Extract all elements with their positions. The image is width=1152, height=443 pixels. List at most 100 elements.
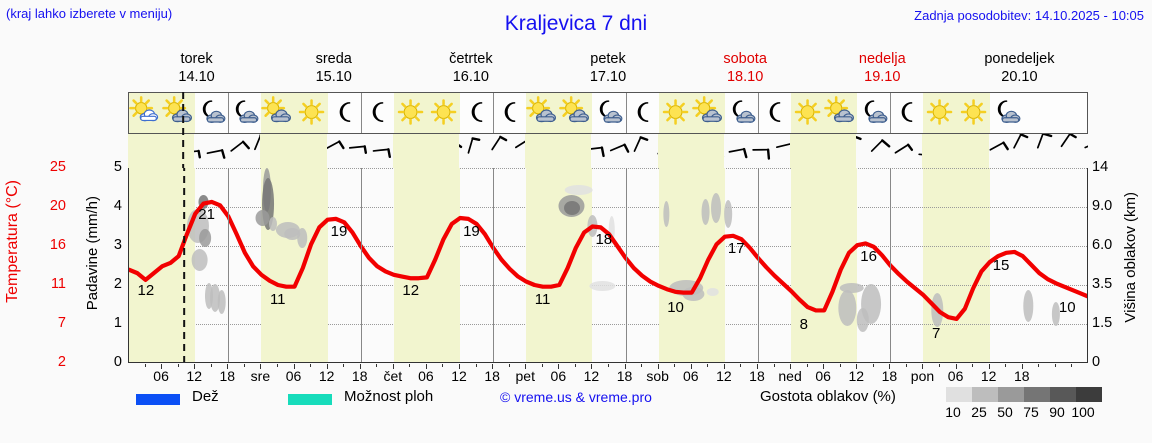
cloud-density-ramp-step-5 xyxy=(1076,387,1102,402)
temperature-value-label: 10 xyxy=(667,299,684,317)
day-name: ponedeljek xyxy=(984,51,1055,67)
day-date: 17.10 xyxy=(589,69,627,85)
cloud-blob xyxy=(1023,290,1034,322)
x-tick-minor xyxy=(326,364,328,367)
sun-cloud-icon xyxy=(559,93,592,133)
x-tick-minor xyxy=(624,364,626,367)
day-name: nedelja xyxy=(858,51,906,67)
wind-barb xyxy=(348,145,368,154)
sun-cloud-icon xyxy=(526,93,559,133)
x-tick-minor xyxy=(227,364,229,367)
wind-barb xyxy=(372,148,391,158)
axes-cloud_height_ticks-2: 6.0 xyxy=(1092,237,1113,253)
gridline xyxy=(129,324,1087,325)
temperature-value-label: 19 xyxy=(463,222,480,240)
sun-cloud-rain-icon xyxy=(129,93,162,133)
cloud-blob xyxy=(199,229,212,247)
daylight-band-wind-5 xyxy=(790,134,857,168)
cloud-blob xyxy=(589,281,616,291)
wind-barb xyxy=(752,148,771,160)
page-title: Kraljevica 7 dni xyxy=(504,12,648,35)
day-header-sreda: sreda 15.10 xyxy=(265,50,402,88)
x-tick-minor xyxy=(939,364,941,367)
x-tick-minor xyxy=(459,364,461,367)
cloud-density-tick-3: 75 xyxy=(1023,404,1039,420)
x-tick-label: 06 xyxy=(550,368,567,384)
day-separator xyxy=(360,168,362,362)
daylight-band-6 xyxy=(923,168,990,362)
x-tick-label: 12 xyxy=(318,368,335,384)
cloud-density-tick-1: 25 xyxy=(971,404,987,420)
daylight-band-wind-6 xyxy=(922,134,989,168)
day-date: 19.10 xyxy=(864,69,901,85)
x-tick-minor xyxy=(773,364,775,367)
x-tick-minor xyxy=(425,364,427,367)
x-tick-minor xyxy=(1038,364,1040,367)
axes-precipitation_ticks-0: 5 xyxy=(113,159,122,175)
x-tick-label: 12 xyxy=(980,368,997,384)
wind-barb xyxy=(633,136,649,152)
precipitation-tick-labels: 5 4 3 2 1 0 xyxy=(102,159,122,370)
x-tick-minor xyxy=(210,364,212,367)
axes-precipitation_ticks-4: 1 xyxy=(113,315,122,331)
axes-temperature_ticks-0: 25 xyxy=(49,159,66,175)
moon-icon xyxy=(328,93,361,133)
cloud-blob xyxy=(564,201,581,215)
x-tick-minor xyxy=(276,364,278,367)
x-tick-minor xyxy=(144,364,146,367)
x-tick-minor xyxy=(674,364,676,367)
moon-cloud-icon xyxy=(857,93,890,133)
day-date: 15.10 xyxy=(315,69,352,85)
cloud-blob xyxy=(191,249,208,271)
moon-icon xyxy=(758,93,791,133)
x-tick-minor xyxy=(376,364,378,367)
x-tick-minor xyxy=(409,364,411,367)
x-tick-minor xyxy=(889,364,891,367)
x-tick-label: 18 xyxy=(484,368,500,384)
x-tick-minor xyxy=(955,364,957,367)
axes-cloud_height_ticks-4: 1.5 xyxy=(1092,315,1113,331)
cloud-blob xyxy=(663,201,670,227)
legend: Dež Možnost ploh © vreme.us & vreme.pro … xyxy=(0,386,1152,436)
x-tick-minor xyxy=(1071,364,1073,367)
x-tick-label: 12 xyxy=(583,368,600,384)
x-tick-label: 06 xyxy=(682,368,699,384)
daylight-band-wind-1 xyxy=(260,134,327,168)
wind-barb xyxy=(609,143,630,153)
x-tick-minor xyxy=(856,364,858,367)
cloud-blob xyxy=(838,290,857,326)
cloud-blob xyxy=(564,185,593,195)
wind-barb xyxy=(1084,145,1088,149)
moon-icon xyxy=(626,93,659,133)
x-tick-minor xyxy=(260,364,262,367)
x-tick-label: pet xyxy=(515,368,535,384)
day-date: 14.10 xyxy=(178,69,215,85)
moon-icon xyxy=(493,93,526,133)
wind-barb xyxy=(230,140,250,152)
x-tick-label: 06 xyxy=(947,368,964,384)
x-tick-label: 12 xyxy=(451,368,467,384)
rain-legend-label: Dež xyxy=(192,388,219,405)
cloud-density-ramp xyxy=(946,387,1102,402)
moon-icon xyxy=(890,93,923,133)
wind-barb xyxy=(870,139,891,152)
x-tick-label: 06 xyxy=(815,368,831,384)
wind-barb-row xyxy=(128,134,1088,168)
x-tick-minor xyxy=(492,364,494,367)
axes-temperature_ticks-3: 11 xyxy=(50,276,66,292)
x-tick-minor xyxy=(293,364,295,367)
x-axis-tick-labels: 06 12 18 sre 06 12 18 čet 06 12 18 pet 06 12 18 sob 06 12… xyxy=(128,364,1088,384)
menu-note: (kraj lahko izberete v meniju) xyxy=(6,6,173,21)
cloud-blob xyxy=(856,308,869,332)
x-tick-minor xyxy=(608,364,609,367)
x-tick-minor xyxy=(541,364,543,367)
x-tick-label: 18 xyxy=(616,368,633,384)
day-header-četrtek: četrtek 16.10 xyxy=(402,50,539,88)
gridline xyxy=(129,207,1087,208)
temperature-value-label: 11 xyxy=(534,290,551,308)
sun-icon xyxy=(791,93,824,133)
cloud-blob xyxy=(711,193,722,223)
x-tick-minor xyxy=(972,364,974,367)
copyright-link[interactable]: © vreme.us & vreme.pro xyxy=(500,389,652,405)
sun-cloud-icon xyxy=(691,93,725,133)
